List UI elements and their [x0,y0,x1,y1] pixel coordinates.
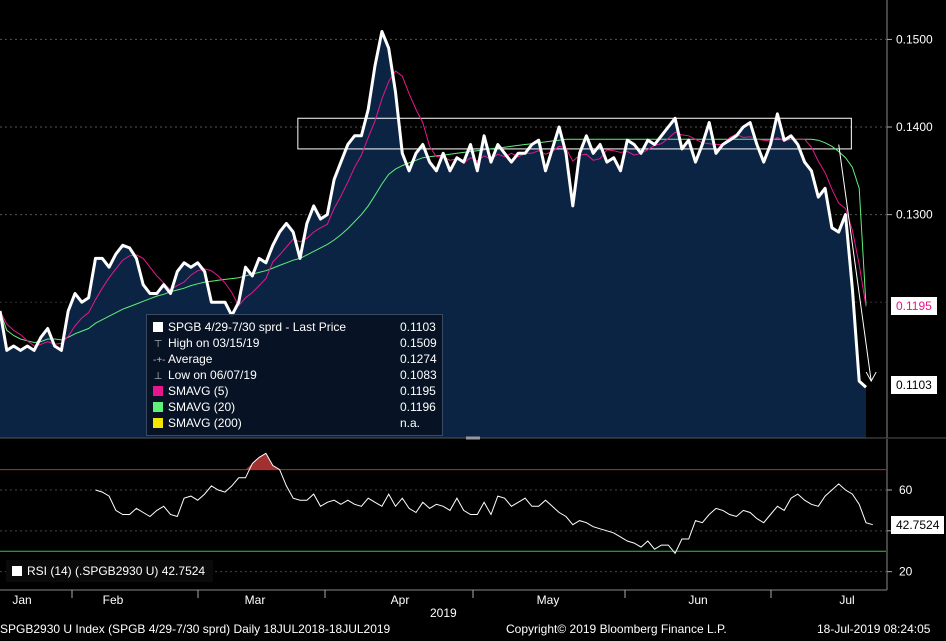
legend-label-6: SMAVG (200) [168,416,242,430]
legend-row-2: -+- Average 0.1274 [153,351,437,367]
legend-value-6: n.a. [400,416,421,430]
x-tick-label-1: Feb [103,593,124,607]
legend-label-0: SPGB 4/29-7/30 sprd - Last Price [168,320,347,334]
main-y-tick-label-1: 0.1400 [896,120,933,134]
legend-glyph-3: ⊥ [153,371,163,382]
rsi-value-tag: 42.7524 [891,516,945,534]
rsi-legend: RSI (14) (.SPGB2930 U) 42.7524 [6,560,214,582]
legend-swatch-5 [153,402,163,412]
legend-label-3: Low on 06/07/19 [168,368,257,382]
legend-value-5: 0.1196 [400,400,436,414]
arrow-shaft [838,144,872,382]
y-axis-main: 0.1300 0.1400 0.1500 [886,0,933,438]
last-price-tag: 0.1103 [891,376,937,394]
legend-row-1: ⊤ High on 03/15/19 0.1509 [153,335,437,351]
footer-center: Copyright© 2019 Bloomberg Finance L.P. [506,622,727,636]
annotation-rectangle [297,117,852,150]
annotation-box [297,117,852,150]
x-tick-label-3: Apr [391,593,410,607]
x-tick-label-0: Jan [12,593,31,607]
main-y-tick-label-2: 0.1500 [896,32,933,46]
footer-right: 18-Jul-2019 08:24:05 [817,622,931,636]
legend-value-1: 0.1509 [400,336,437,350]
sma5-price-tag: 0.1195 [891,297,937,315]
legend-label-4: SMAVG (5) [168,384,229,398]
legend-row-6: SMAVG (200) n.a. [153,415,420,431]
sma20-line [0,138,867,344]
legend-label-5: SMAVG (20) [168,400,236,414]
x-tick-label-2: Mar [245,593,266,607]
rsi-legend-label: RSI (14) (.SPGB2930 U) 42.7524 [27,564,206,578]
rsi-overbought-fill [245,453,280,470]
legend-row-4: SMAVG (5) 0.1195 [153,383,436,399]
footer-left: SPGB2930 U Index (SPGB 4/29-7/30 sprd) D… [0,622,391,636]
rsi-reference-lines [0,469,886,552]
arrow-annotation [838,144,877,383]
legend-row-0: SPGB 4/29-7/30 sprd - Last Price 0.1103 [153,319,436,335]
legend-row-3: ⊥ Low on 06/07/19 0.1083 [153,367,437,383]
legend-value-2: 0.1274 [400,352,437,366]
legend-swatch-4 [153,386,163,396]
legend-value-4: 0.1195 [400,384,436,398]
legend-label-2: Average [168,352,213,366]
x-axis: Jan Feb Mar Apr May Jun Jul [0,589,887,607]
arrow-head [865,371,877,383]
x-tick-label-4: May [537,593,560,607]
legend-swatch-0 [153,322,163,332]
x-tick-label-5: Jun [688,593,707,607]
legend-glyph-2: -+- [153,355,166,366]
price-line [0,30,868,389]
rsi-y-tick-label-1: 60 [899,483,913,497]
legend-glyph-1: ⊤ [153,339,163,350]
rsi-line [95,452,873,555]
chart-legend: SPGB 4/29-7/30 sprd - Last Price 0.1103 ⊤ H… [146,314,443,436]
legend-swatch-6 [153,418,163,428]
rsi-swatch [12,566,22,576]
legend-value-3: 0.1083 [400,368,437,382]
legend-row-5: SMAVG (20) 0.1196 [153,399,436,415]
year-label: 2019 [430,606,457,620]
main-y-tick-label-0: 0.1300 [896,208,933,222]
legend-label-1: High on 03/15/19 [168,336,260,350]
legend-value-0: 0.1103 [400,320,436,334]
rsi-y-tick-label-0: 20 [899,565,913,579]
x-tick-label-6: Jul [839,593,854,607]
